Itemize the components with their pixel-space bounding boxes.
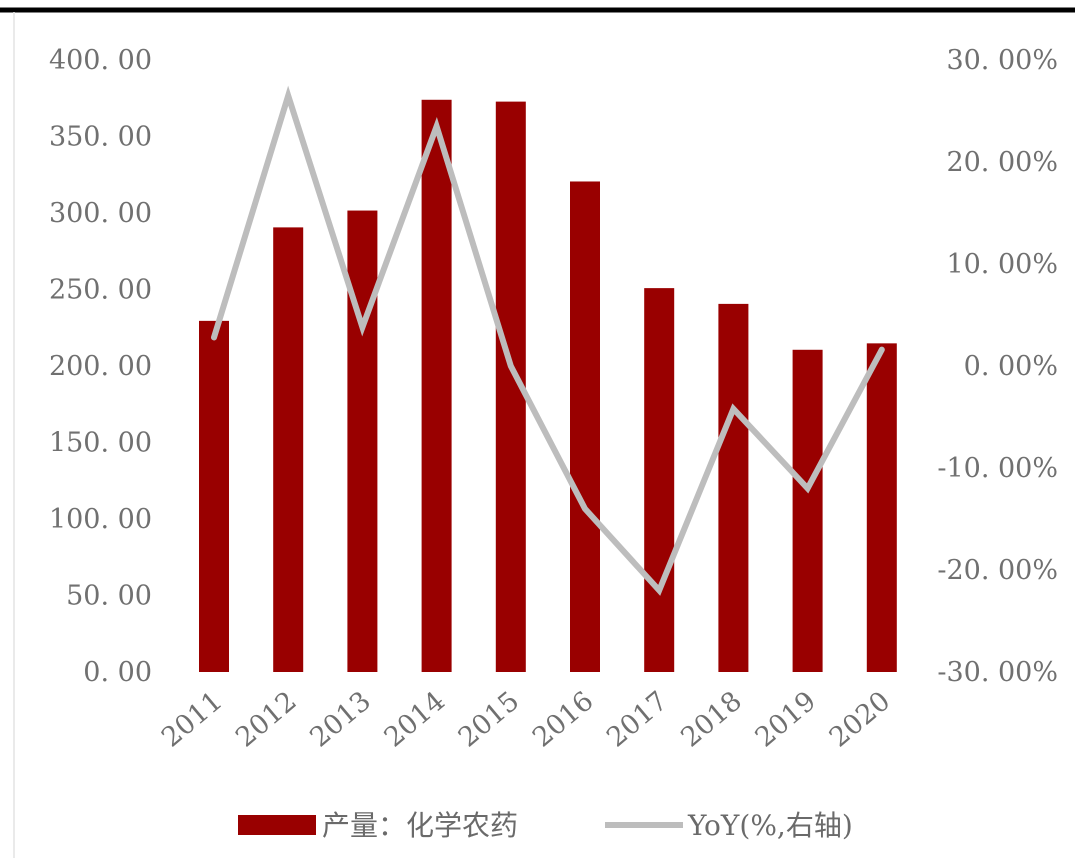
- bar-2012: [273, 227, 304, 672]
- right-axis-tick-label: -10. 00%: [937, 453, 1058, 484]
- bar-2013: [347, 210, 378, 672]
- yoy-point-2011: [213, 336, 215, 338]
- right-axis-tick-label: 30. 00%: [946, 45, 1058, 76]
- legend-line-label: YoY(%,右轴): [687, 809, 853, 842]
- x-axis-ticks: 2011 2012 2013 2014 2015 2016 2017 2018 2019 2020: [156, 686, 896, 754]
- x-axis-tick-label: 2015: [453, 686, 526, 754]
- yoy-point-2014: [436, 125, 438, 127]
- bar-series: [199, 99, 897, 673]
- left-axis-tick-label: 250. 00: [49, 275, 152, 306]
- left-axis-tick-label: 300. 00: [49, 198, 152, 229]
- left-axis-tick-label: 200. 00: [49, 351, 152, 382]
- yoy-point-2018: [732, 408, 734, 410]
- yoy-point-2017: [658, 589, 660, 591]
- bar-2020: [866, 343, 897, 672]
- x-axis-tick-label: 2017: [601, 686, 674, 754]
- x-axis-tick-label: 2011: [156, 686, 229, 754]
- yoy-point-2015: [510, 365, 512, 367]
- x-axis-tick-label: 2020: [824, 686, 897, 754]
- bar-2017: [644, 288, 675, 672]
- line-series: [211, 85, 885, 596]
- right-axis-ticks: -30. 00% -20. 00% -10. 00% 0. 00% 10. 00% 20.…: [937, 45, 1058, 688]
- x-axis-tick-label: 2019: [750, 686, 823, 754]
- x-axis-tick-label: 2013: [304, 686, 377, 754]
- yoy-line: [211, 85, 885, 596]
- left-axis-tick-label: 0. 00: [83, 657, 152, 688]
- bar-2016: [570, 181, 600, 672]
- bar-2011: [199, 320, 229, 672]
- left-axis-tick-label: 150. 00: [49, 428, 152, 459]
- bar-2019: [792, 349, 823, 672]
- right-axis-tick-label: 10. 00%: [946, 249, 1058, 280]
- yoy-point-2012: [287, 95, 289, 97]
- right-axis-tick-label: -30. 00%: [937, 657, 1058, 688]
- left-axis-tick-label: 50. 00: [66, 581, 152, 612]
- yoy-point-2013: [361, 326, 363, 328]
- legend-bar-label: 产量：化学农药: [322, 809, 518, 842]
- right-axis-tick-label: 0. 00%: [964, 351, 1058, 382]
- yoy-point-2019: [807, 487, 809, 489]
- legend-bar-swatch: [238, 815, 316, 835]
- x-axis-tick-label: 2012: [230, 686, 303, 754]
- yoy-point-2016: [584, 508, 586, 510]
- bar-2018: [718, 303, 749, 672]
- legend: 产量：化学农药 YoY(%,右轴): [238, 809, 853, 842]
- right-axis-tick-label: 20. 00%: [946, 147, 1058, 178]
- bar-2014: [421, 99, 452, 672]
- left-axis-ticks: 0. 00 50. 00 100. 00 150. 00 200. 00 250. 00 3…: [49, 45, 152, 688]
- left-axis-tick-label: 350. 00: [49, 122, 152, 153]
- right-axis-tick-label: -20. 00%: [937, 555, 1058, 586]
- yoy-point-2020: [881, 349, 883, 351]
- x-axis-tick-label: 2016: [527, 686, 600, 754]
- x-axis-tick-label: 2018: [675, 686, 748, 754]
- left-axis-tick-label: 100. 00: [49, 504, 152, 535]
- x-axis-tick-label: 2014: [379, 686, 452, 754]
- left-axis-tick-label: 400. 00: [49, 45, 152, 76]
